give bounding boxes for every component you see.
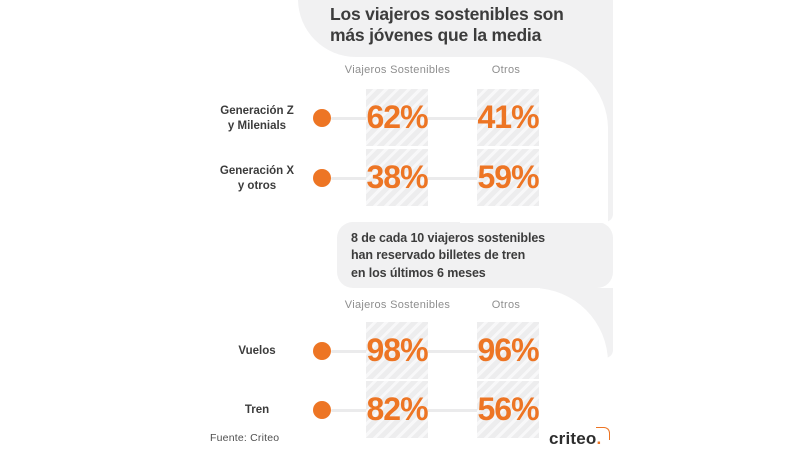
value-hatch-background (477, 322, 539, 379)
value-hatch-background (477, 89, 539, 146)
value-vuelos-sostenibles: 98% (366, 332, 428, 368)
value-hatch-background (366, 149, 428, 206)
section2-column-header-otros: Otros (491, 299, 521, 311)
bullet-dot-icon (313, 109, 331, 127)
value-genz-sostenibles: 62% (366, 99, 428, 135)
connector-line (331, 117, 537, 120)
row-label-tren: Tren (244, 404, 270, 416)
source-note: Fuente: Criteo (210, 432, 280, 444)
value-tren-otros: 56% (477, 391, 539, 427)
section1-column-header-otros: Otros (491, 64, 521, 76)
value-genz-otros: 41% (477, 99, 539, 135)
criteo-logo: criteo​. (549, 427, 610, 449)
section1-column-header-sostenibles: Viajeros Sostenibles (344, 64, 451, 76)
section2-card-shape (337, 222, 613, 288)
connector-line (331, 350, 537, 353)
connector-line (331, 177, 537, 180)
row-label-generacion-z: Generación Z y Milenials (220, 105, 294, 132)
bullet-dot-icon (313, 342, 331, 360)
value-hatch-background (477, 381, 539, 438)
value-tren-sostenibles: 82% (366, 391, 428, 427)
bullet-dot-icon (313, 401, 331, 419)
row-label-generacion-x: Generación X y otros (219, 165, 295, 192)
value-hatch-background (366, 381, 428, 438)
connector-line (331, 409, 537, 412)
section2-title: 8 de cada 10 viajeros sostenibles han re… (351, 231, 546, 280)
value-genx-sostenibles: 38% (366, 159, 428, 195)
value-hatch-background (366, 322, 428, 379)
row-label-vuelos: Vuelos (238, 345, 276, 357)
section2-column-header-sostenibles: Viajeros Sostenibles (344, 299, 451, 311)
value-vuelos-otros: 96% (477, 332, 539, 368)
value-hatch-background (366, 89, 428, 146)
criteo-logo-text: criteo (549, 429, 597, 448)
section1-title: Los viajeros sostenibles son más jóvenes… (330, 4, 564, 45)
value-hatch-background (477, 149, 539, 206)
bullet-dot-icon (313, 169, 331, 187)
value-genx-otros: 59% (477, 159, 539, 195)
